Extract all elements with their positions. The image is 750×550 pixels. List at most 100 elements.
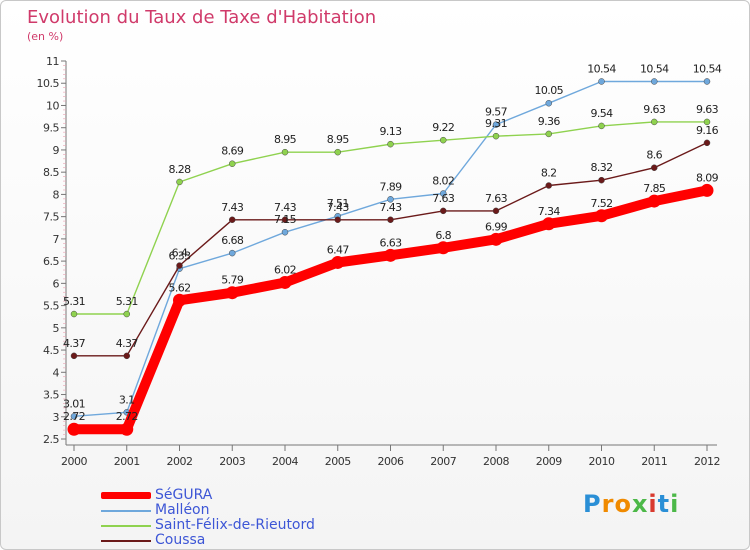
x-tick-label: 2009 bbox=[536, 455, 562, 468]
data-label: 8.09 bbox=[696, 171, 719, 184]
data-label: 7.43 bbox=[379, 201, 402, 214]
data-label: 5.31 bbox=[63, 295, 85, 308]
brand-letter: t bbox=[657, 490, 671, 518]
brand-letter: P bbox=[583, 490, 602, 518]
data-point bbox=[542, 217, 556, 231]
series-line bbox=[69, 185, 712, 435]
data-label: 8.02 bbox=[432, 175, 454, 188]
data-point bbox=[651, 78, 658, 85]
legend-label-malleon: Malléon bbox=[155, 502, 210, 518]
data-label: 7.43 bbox=[221, 201, 244, 214]
brand-letter: o bbox=[614, 490, 632, 518]
x-tick-label: 2003 bbox=[219, 455, 245, 468]
legend-swatch-malleon bbox=[101, 509, 151, 512]
data-point bbox=[440, 136, 447, 144]
brand-letter: i bbox=[670, 490, 680, 518]
x-tick-label: 2008 bbox=[483, 455, 509, 468]
legend-swatch-segura bbox=[101, 492, 151, 499]
data-label: 8.6 bbox=[646, 149, 662, 162]
legend-item-coussa: Coussa bbox=[101, 533, 315, 548]
data-point bbox=[176, 178, 183, 186]
data-label: 7.85 bbox=[643, 182, 666, 195]
data-label: 7.43 bbox=[274, 201, 297, 214]
data-labels: 3.01 3.1 6.33 6.68 7.15 7.51 7.89 8.02 9.57 10.05… bbox=[63, 62, 722, 423]
y-tick-label: 7 bbox=[53, 233, 60, 246]
x-tick-label: 2011 bbox=[641, 455, 667, 468]
legend: SéGURA Malléon Saint-Félix-de-Rieutord C… bbox=[101, 488, 315, 548]
y-tick-label: 11 bbox=[46, 55, 59, 68]
x-tick-label: 2002 bbox=[167, 455, 193, 468]
data-point bbox=[492, 207, 500, 215]
y-tick-label: 10 bbox=[46, 99, 59, 112]
data-point bbox=[700, 183, 714, 197]
data-point bbox=[176, 262, 183, 269]
data-label: 2.72 bbox=[63, 410, 85, 423]
data-label: 6.02 bbox=[274, 263, 296, 276]
data-label: 7.15 bbox=[274, 213, 297, 226]
legend-swatch-saint-felix bbox=[101, 524, 151, 527]
data-point bbox=[595, 209, 608, 223]
data-point bbox=[651, 118, 658, 126]
data-point bbox=[281, 216, 289, 224]
data-point bbox=[545, 99, 552, 107]
brand-letter: x bbox=[631, 490, 649, 518]
legend-item-malleon: Malléon bbox=[101, 503, 315, 518]
data-point bbox=[334, 148, 341, 156]
data-point bbox=[545, 182, 552, 189]
data-label: 10.54 bbox=[587, 62, 616, 75]
data-label: 7.51 bbox=[327, 197, 349, 210]
data-label: 6.33 bbox=[168, 250, 191, 263]
x-tick-label: 2010 bbox=[589, 455, 615, 468]
data-point bbox=[334, 216, 341, 224]
data-label: 5.79 bbox=[221, 274, 244, 287]
data-label: 8.69 bbox=[221, 145, 244, 158]
data-label: 6.68 bbox=[221, 234, 244, 247]
y-tick-label: 9.5 bbox=[43, 122, 59, 135]
data-point bbox=[703, 139, 711, 147]
data-point bbox=[598, 78, 605, 85]
data-point bbox=[67, 422, 81, 436]
y-tick-label: 7.5 bbox=[43, 211, 59, 224]
data-label: 10.54 bbox=[693, 62, 722, 75]
data-point bbox=[651, 164, 658, 171]
data-point bbox=[647, 194, 661, 208]
data-label: 9.36 bbox=[538, 115, 561, 128]
data-label: 3.1 bbox=[119, 393, 135, 406]
data-label: 9.22 bbox=[432, 121, 454, 134]
brand-logo: Proxiti bbox=[583, 490, 679, 518]
data-label: 7.63 bbox=[485, 192, 508, 205]
y-tick-label: 4.5 bbox=[43, 344, 59, 357]
data-point bbox=[598, 122, 605, 130]
x-tick-label: 2006 bbox=[378, 455, 404, 468]
data-label: 8.32 bbox=[590, 161, 612, 174]
data-point bbox=[440, 207, 447, 215]
data-point bbox=[492, 132, 500, 140]
data-label: 9.54 bbox=[590, 107, 613, 120]
x-tick-label: 2001 bbox=[114, 455, 140, 468]
data-label: 8.2 bbox=[541, 167, 557, 180]
data-point bbox=[387, 216, 394, 224]
data-point bbox=[229, 160, 236, 167]
data-label: 7.43 bbox=[327, 201, 350, 214]
data-point bbox=[225, 286, 239, 300]
data-label: 9.63 bbox=[696, 103, 719, 116]
data-label: 6.4 bbox=[172, 247, 188, 260]
y-tick-label: 5 bbox=[53, 322, 60, 335]
data-label: 10.05 bbox=[535, 84, 564, 97]
chart-title: Evolution du Taux de Taxe d'Habitation bbox=[27, 7, 377, 28]
data-point bbox=[173, 293, 186, 307]
x-tick-label: 2000 bbox=[61, 455, 87, 468]
x-tick-label: 2007 bbox=[430, 455, 456, 468]
data-point bbox=[492, 121, 500, 128]
data-label: 4.37 bbox=[116, 337, 139, 350]
data-point bbox=[229, 216, 236, 224]
data-point bbox=[489, 232, 503, 246]
data-label: 2.72 bbox=[116, 410, 138, 423]
data-label: 9.16 bbox=[696, 124, 719, 137]
data-point bbox=[70, 310, 78, 318]
data-point bbox=[387, 196, 394, 203]
legend-item-segura: SéGURA bbox=[101, 488, 315, 503]
y-tick-label: 9 bbox=[53, 144, 60, 157]
